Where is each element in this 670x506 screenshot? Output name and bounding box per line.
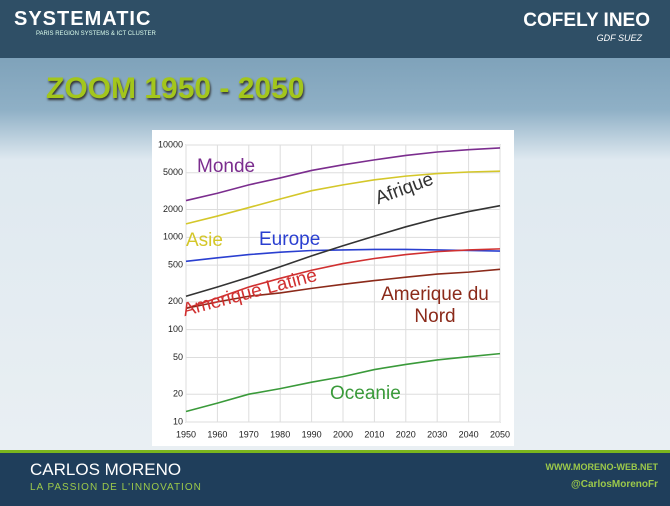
- series-label: Amerique du Nord: [381, 284, 489, 327]
- series-label: Asie: [186, 230, 223, 251]
- y-tick-label: 200: [168, 296, 183, 306]
- series-label: Oceanie: [330, 383, 401, 404]
- x-tick-label: 1980: [270, 429, 290, 439]
- footer-website: WWW.MORENO-WEB.NET: [545, 462, 658, 472]
- y-tick-label: 10: [173, 416, 183, 426]
- y-tick-label: 10000: [158, 139, 183, 149]
- series-line: [185, 268, 501, 310]
- x-tick-label: 1960: [207, 429, 227, 439]
- x-tick-label: 2050: [490, 429, 510, 439]
- y-tick-label: 5000: [163, 167, 183, 177]
- slide-title: ZOOM 1950 - 2050: [46, 72, 305, 105]
- x-tick-label: 1950: [176, 429, 196, 439]
- series-line: [185, 248, 501, 263]
- y-tick-label: 1000: [163, 232, 183, 242]
- right-tagline: GDF SUEZ: [596, 33, 642, 43]
- right-logo: COFELY INEO: [523, 10, 650, 31]
- y-tick-label: 50: [173, 352, 183, 362]
- y-tick-label: 100: [168, 324, 183, 334]
- x-tick-label: 2010: [364, 429, 384, 439]
- series-label: Europe: [259, 229, 321, 250]
- y-tick-label: 500: [168, 260, 183, 270]
- x-tick-label: 2030: [427, 429, 447, 439]
- y-tick-label: 20: [173, 389, 183, 399]
- x-tick-label: 2040: [459, 429, 479, 439]
- series-line: [185, 248, 501, 310]
- series-line: [185, 170, 501, 225]
- x-tick-label: 1970: [239, 429, 259, 439]
- y-tick-label: 2000: [163, 204, 183, 214]
- series-line: [185, 147, 501, 202]
- series-line: [185, 352, 501, 413]
- series-line: [185, 204, 501, 298]
- header-band: [0, 0, 670, 58]
- x-tick-label: 2020: [396, 429, 416, 439]
- footer-band: [0, 450, 670, 506]
- left-logo: SYSTEMATIC: [14, 8, 152, 30]
- left-tagline: PARIS REGION SYSTEMS & ICT CLUSTER: [36, 31, 156, 37]
- series-label: Monde: [197, 156, 256, 177]
- footer-twitter: @CarlosMorenoFr: [571, 479, 658, 490]
- footer-name: CARLOS MORENO: [30, 460, 182, 479]
- x-tick-label: 2000: [333, 429, 353, 439]
- x-tick-label: 1990: [302, 429, 322, 439]
- footer-tagline: LA PASSION DE L'INNOVATION: [30, 482, 202, 493]
